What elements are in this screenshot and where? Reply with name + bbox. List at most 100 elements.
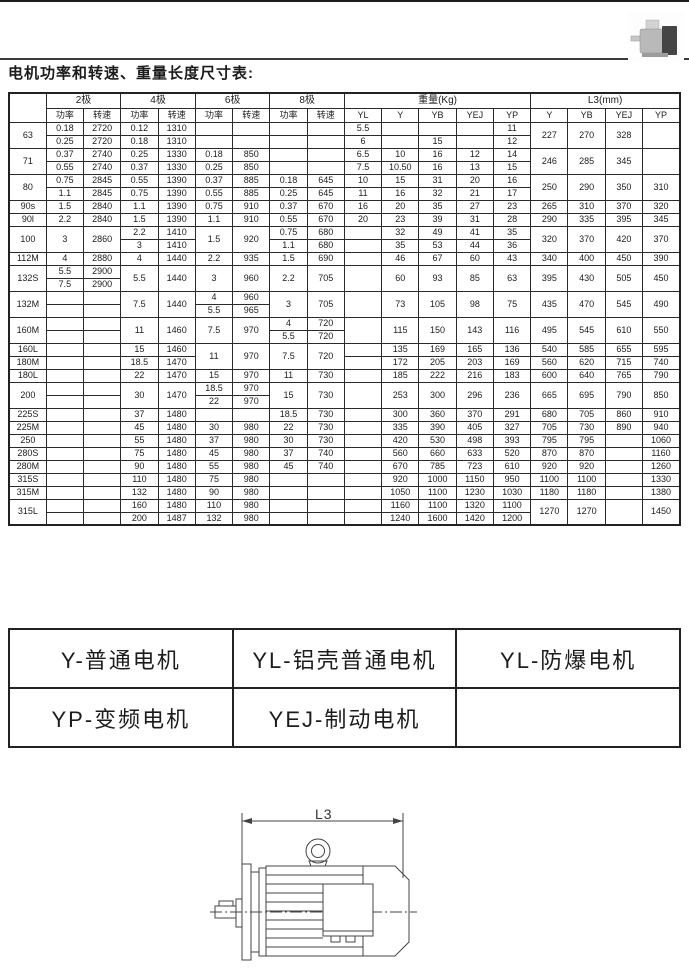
spec-cell: 7.5 — [194, 316, 234, 344]
spec-cell — [45, 381, 85, 396]
spec-cell: 345 — [604, 147, 644, 175]
spec-cell — [455, 121, 494, 136]
legend-cell — [455, 687, 681, 748]
spec-cell: 1.5 — [45, 199, 85, 214]
spec-cell: 7.5 — [269, 342, 308, 370]
spec-cell: 63 — [8, 121, 47, 149]
spec-cell — [642, 121, 681, 149]
spec-cell — [306, 147, 345, 162]
spec-cell: 2840 — [83, 199, 122, 214]
spec-cell: 370 — [604, 199, 644, 214]
spec-cell — [269, 498, 308, 513]
spec-cell: 37 — [194, 433, 234, 448]
spec-cell: 980 — [232, 498, 271, 513]
spec-cell — [269, 121, 308, 136]
spec-cell: 15 — [492, 160, 532, 175]
spec-cell — [455, 134, 494, 149]
spec-cell: 2.2 — [194, 251, 234, 266]
table-row: 5.5 965 — [9, 303, 680, 318]
spec-cell: 2860 — [83, 225, 122, 253]
spec-cell: 0.75 — [45, 173, 85, 188]
spec-cell — [604, 446, 644, 461]
spec-cell — [642, 147, 681, 175]
spec-cell: 2845 — [83, 186, 122, 201]
spec-cell: 545 — [567, 316, 606, 344]
spec-cell — [83, 472, 122, 487]
photo-fan-cover — [662, 26, 677, 55]
spec-cell: 1480 — [157, 459, 196, 474]
spec-cell — [269, 160, 308, 175]
spec-cell: 1160 — [642, 446, 681, 461]
spec-cell: 795 — [567, 433, 606, 448]
spec-cell: 4 — [269, 316, 308, 331]
spec-cell: 765 — [604, 368, 644, 383]
spec-cell: 950 — [492, 472, 532, 487]
spec-cell — [343, 225, 383, 240]
spec-cell: 1100 — [418, 485, 457, 500]
spec-cell: 540 — [530, 342, 569, 357]
spec-cell: 720 — [306, 342, 345, 370]
spec-cell: 870 — [530, 446, 569, 461]
spec-cell: 5.5 — [120, 264, 159, 292]
table-row: 63 0.18 2720 0.12 1310 5.5 11 227 270 328 — [8, 121, 681, 149]
spec-cell — [83, 420, 122, 435]
spec-cell: 10.50 — [381, 160, 420, 175]
spec-cell — [269, 134, 308, 149]
spec-cell: 16 — [492, 173, 532, 188]
photo-shaft — [630, 35, 642, 42]
spec-cell: 1050 — [381, 485, 420, 500]
spec-cell: 0.37 — [194, 173, 234, 188]
spec-cell: 21 — [455, 186, 494, 201]
spec-cell — [604, 472, 644, 487]
spec-cell: 1487 — [157, 511, 196, 526]
spec-cell — [83, 355, 122, 370]
spec-cell: 132 — [120, 485, 159, 500]
spec-cell: 795 — [530, 433, 569, 448]
spec-cell: 1480 — [157, 420, 196, 435]
spec-cell: 291 — [492, 407, 532, 422]
spec-cell: 910 — [642, 407, 681, 422]
eyebolt-inner — [311, 844, 325, 858]
spec-cell: 3 — [45, 225, 85, 253]
spec-cell: 63 — [492, 264, 532, 292]
spec-cell: 640 — [567, 368, 606, 383]
spec-cell — [45, 446, 85, 461]
spec-cell: 2740 — [83, 160, 122, 175]
spec-cell: 2900 — [83, 264, 122, 279]
spec-cell: 1390 — [157, 199, 196, 214]
spec-cell: 45 — [120, 420, 159, 435]
spec-cell: 35 — [418, 199, 457, 214]
spec-cell: 7.5 — [120, 290, 159, 318]
spec-cell — [83, 459, 122, 474]
spec-cell: 1230 — [455, 485, 494, 500]
group-header: 2极 — [45, 92, 122, 109]
spec-cell: 1100 — [492, 498, 532, 513]
spec-cell: 37 — [269, 446, 308, 461]
spec-cell: 1100 — [418, 498, 457, 513]
spec-cell: 12 — [455, 147, 494, 162]
spec-cell: 655 — [604, 342, 644, 357]
spec-cell: 1440 — [157, 264, 196, 292]
spec-cell: 340 — [530, 251, 569, 266]
spec-cell — [83, 498, 122, 513]
spec-cell: 0.25 — [45, 134, 85, 149]
spec-cell: 300 — [418, 381, 457, 409]
spec-cell — [194, 134, 234, 149]
spec-cell: 335 — [381, 420, 420, 435]
spec-cell: 90s — [8, 199, 47, 214]
sub-header: Y — [381, 107, 420, 123]
spec-cell: 450 — [642, 264, 681, 292]
spec-cell: 1.1 — [269, 238, 308, 253]
spec-cell: 18.5 — [194, 381, 234, 396]
spec-cell: 7.5 — [45, 277, 85, 292]
spec-cell: 670 — [381, 459, 420, 474]
spec-cell: 67 — [418, 251, 457, 266]
spec-cell: 53 — [418, 238, 457, 253]
sub-header: YEJ — [455, 107, 494, 123]
spec-cell: 350 — [604, 173, 644, 201]
spec-cell: 670 — [306, 212, 345, 227]
spec-cell: 785 — [418, 459, 457, 474]
spec-cell — [381, 134, 420, 149]
spec-cell: 22 — [269, 420, 308, 435]
spec-cell: 1060 — [642, 433, 681, 448]
